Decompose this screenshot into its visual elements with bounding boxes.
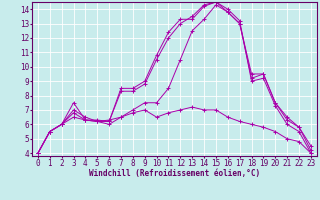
X-axis label: Windchill (Refroidissement éolien,°C): Windchill (Refroidissement éolien,°C) (89, 169, 260, 178)
